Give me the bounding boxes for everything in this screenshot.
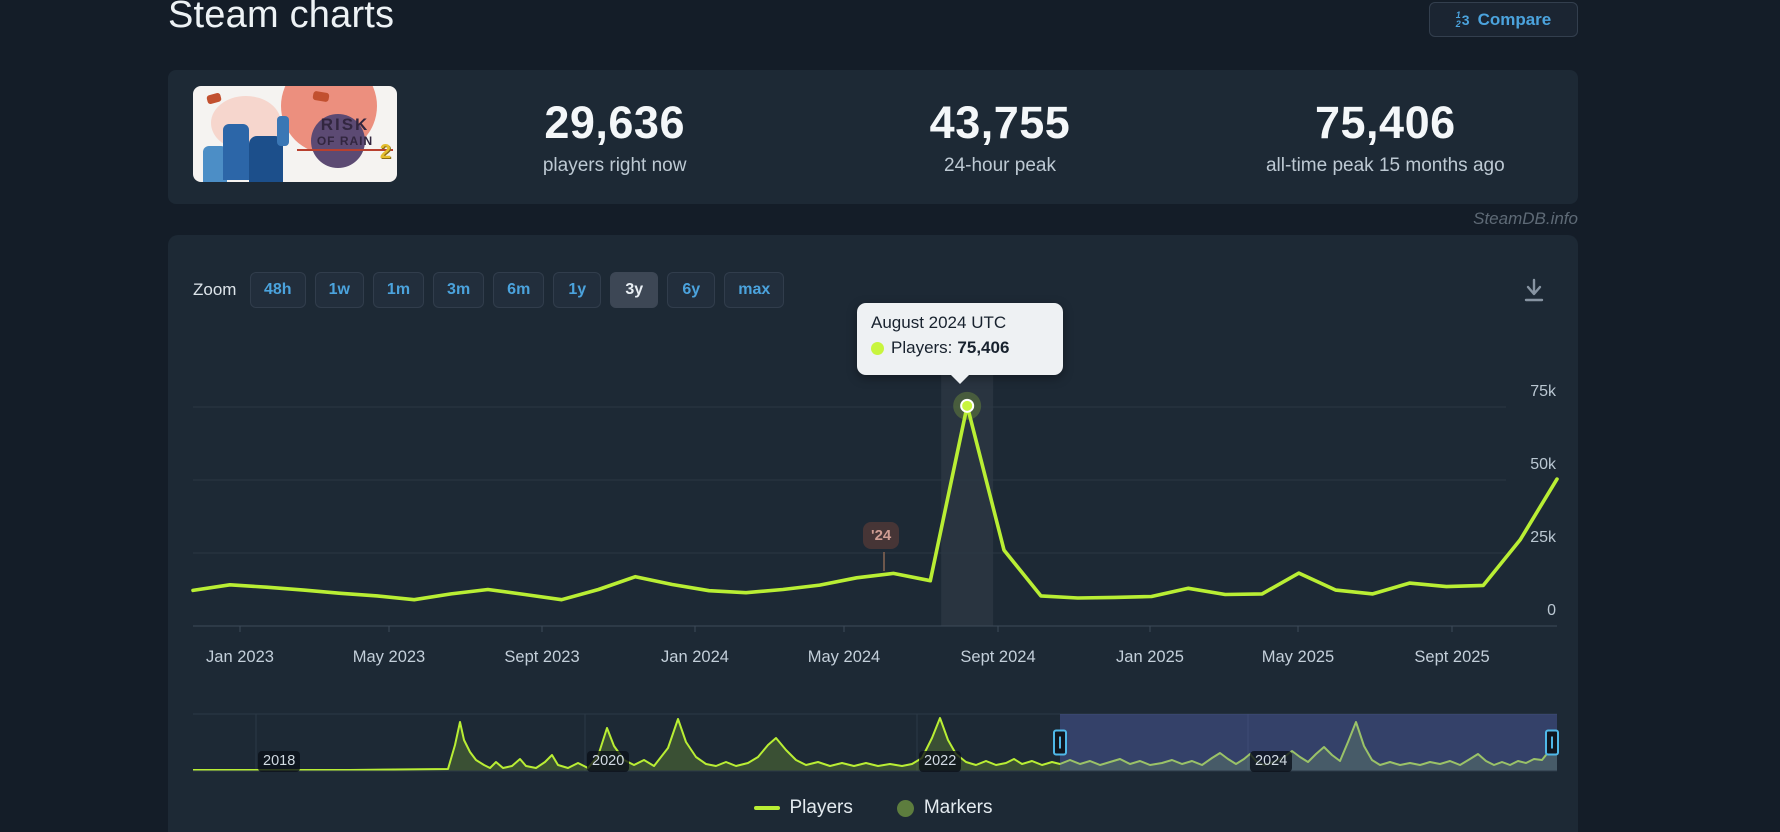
x-axis-label: May 2023: [352, 648, 426, 666]
capsule-art-drone: [206, 92, 222, 105]
compare-label: Compare: [1477, 9, 1552, 29]
x-axis-label: May 2025: [1261, 648, 1335, 666]
zoom-button-group: 48h 1w 1m 3m 6m 1y 3y 6y max: [250, 272, 785, 308]
steamdb-watermark: SteamDB.info: [1473, 209, 1578, 228]
zoom-button-max[interactable]: max: [724, 272, 785, 308]
marker-badge-24[interactable]: '24: [863, 522, 900, 549]
capsule-art-figure: [223, 124, 249, 180]
chart-legend: Players Markers: [168, 797, 1578, 819]
y-axis-label: 0: [1547, 602, 1556, 619]
legend-label: Markers: [923, 797, 993, 818]
y-axis-label: 25k: [1530, 529, 1556, 546]
stats-panel: RISK OF RAIN 2 29,636 players right now …: [168, 70, 1578, 204]
zoom-button-6y[interactable]: 6y: [667, 272, 716, 308]
zoom-button-1w[interactable]: 1w: [314, 272, 364, 308]
zoom-button-48h[interactable]: 48h: [250, 272, 306, 308]
navigator-year-label: 2020: [587, 751, 630, 773]
stats-row: 29,636 players right now 43,755 24-hour …: [422, 70, 1578, 204]
stat-label: players right now: [542, 155, 687, 176]
game-capsule-image[interactable]: RISK OF RAIN 2: [193, 86, 397, 182]
compare-button[interactable]: 1 2 3 Compare: [1429, 2, 1578, 37]
stat-label: all-time peak 15 months ago: [1265, 155, 1505, 176]
zoom-button-3y[interactable]: 3y: [610, 272, 659, 308]
tooltip-series-name: Players:: [891, 338, 953, 357]
legend-dot-swatch: [896, 799, 914, 817]
x-axis-label: Sept 2025: [1414, 648, 1490, 666]
navigator-year-label: 2022: [919, 751, 962, 773]
stat-label: 24-hour peak: [944, 155, 1056, 176]
legend-item-players[interactable]: Players: [753, 797, 853, 819]
stat-alltime-peak: 75,406 all-time peak 15 months ago: [1193, 70, 1578, 204]
compare-icon-digit-2: 2: [1455, 18, 1461, 29]
x-axis-label: Sept 2024: [960, 648, 1036, 666]
x-axis-label: May 2024: [807, 648, 881, 666]
zoom-button-1y[interactable]: 1y: [553, 272, 602, 308]
tooltip-arrow: [950, 374, 970, 384]
x-axis-label: Jan 2025: [1116, 648, 1184, 666]
capsule-art-purple-circle: [311, 114, 365, 168]
page-title: Steam charts: [168, 0, 395, 36]
stat-value: 29,636: [544, 97, 685, 148]
compare-icon-digit-1: 1: [1455, 9, 1461, 20]
capsule-art-figure: [277, 116, 289, 146]
navigator-year-label: 2018: [258, 751, 301, 773]
x-axis-label: Jan 2024: [661, 648, 729, 666]
legend-label: Players: [789, 797, 853, 818]
series-dot-icon: [871, 341, 884, 355]
compare-numbers-icon: 1 2 3: [1455, 9, 1470, 29]
tooltip-date: August 2024 UTC: [871, 313, 1007, 332]
game-logo: RISK OF RAIN 2: [297, 116, 393, 162]
legend-line-swatch: [753, 806, 780, 810]
stat-value: 43,755: [929, 97, 1071, 148]
zoom-label: Zoom: [193, 280, 237, 299]
y-axis-label: 50k: [1530, 456, 1556, 473]
chart-tooltip: August 2024 UTC Players: 75,406: [857, 303, 1063, 384]
x-axis-label: Jan 2023: [206, 648, 274, 666]
stat-value: 75,406: [1315, 97, 1456, 148]
compare-icon-digit-3: 3: [1461, 11, 1470, 28]
download-arrow-glyph: [1524, 278, 1544, 302]
stat-current-players: 29,636 players right now: [422, 70, 807, 204]
x-axis-label: Sept 2023: [504, 648, 580, 666]
tooltip-value: 75,406: [957, 338, 1010, 357]
download-icon[interactable]: [1516, 272, 1552, 308]
stat-24h-peak: 43,755 24-hour peak: [807, 70, 1192, 204]
zoom-button-3m[interactable]: 3m: [433, 272, 485, 308]
zoom-button-6m[interactable]: 6m: [493, 272, 545, 308]
legend-item-markers[interactable]: Markers: [896, 797, 993, 819]
y-axis-label: 75k: [1530, 383, 1556, 400]
zoom-button-1m[interactable]: 1m: [372, 272, 425, 308]
navigator-year-label: 2024: [1250, 751, 1293, 773]
